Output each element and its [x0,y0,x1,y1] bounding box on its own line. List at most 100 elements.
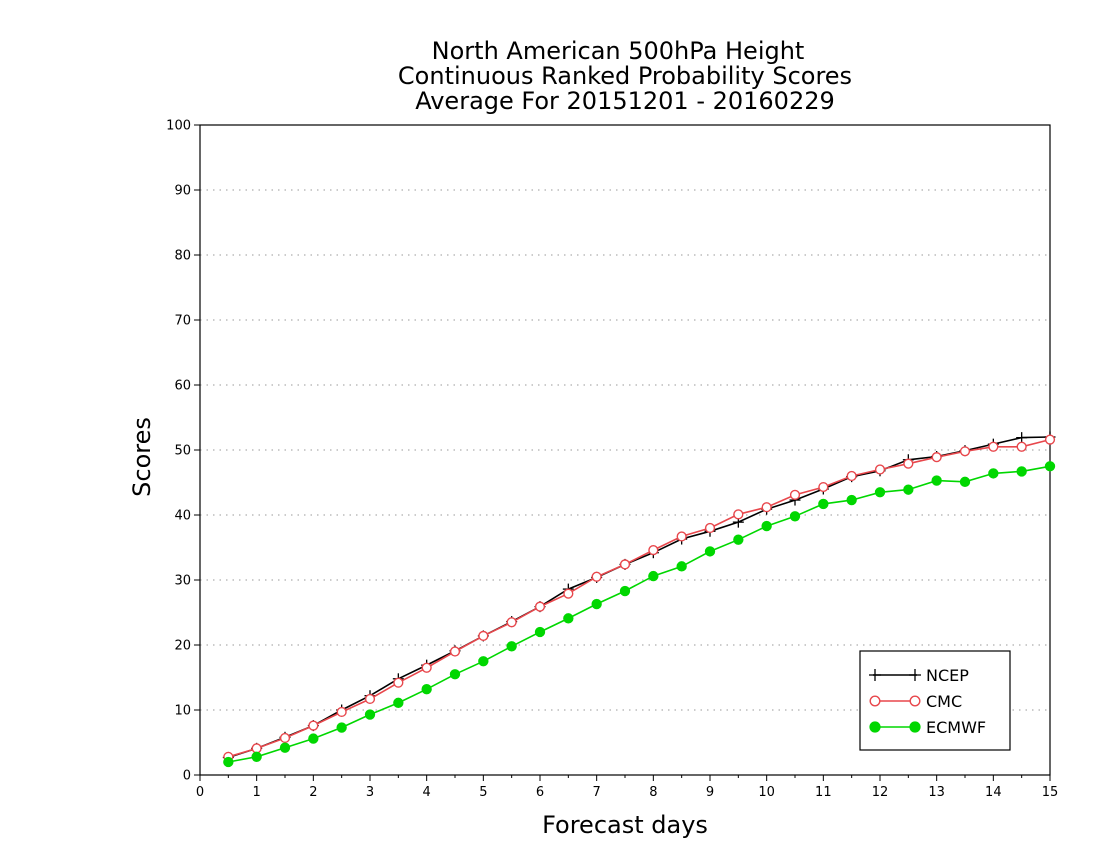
data-point [676,561,687,572]
data-point [449,669,461,680]
data-point [846,494,857,506]
y-tick-label: 80 [174,249,191,264]
x-tick-label: 10 [758,785,775,800]
data-point [506,641,517,652]
y-tick-label: 70 [174,314,191,329]
data-point [421,684,432,695]
series-group [222,431,1056,768]
data-point [761,502,772,513]
data-point [563,588,574,599]
series-ecmwf [223,461,1056,768]
x-axis-label: Forecast days [542,811,708,839]
data-point [591,571,602,582]
legend-label: NCEP [926,666,969,685]
data-point [874,487,886,498]
title-line-2: Continuous Ranked Probability Scores [398,62,852,90]
data-point [869,721,881,733]
data-point [789,511,801,522]
data-point [931,475,942,486]
data-point [308,720,319,731]
data-point [563,613,574,624]
data-point [478,630,489,642]
data-point [874,464,886,475]
data-point [393,697,404,709]
data-point [619,559,631,570]
data-point [988,468,999,479]
legend: NCEP CMC ECMWF [859,650,1011,751]
data-point [733,509,744,520]
data-point [421,662,432,673]
x-tick-label: 5 [479,785,487,800]
data-point [279,742,291,753]
x-tick-label: 6 [536,785,544,800]
data-point [449,646,461,657]
legend-item-ecmwf: ECMWF [869,718,986,737]
x-axis: 0 1 2 3 4 5 6 7 8 9 10 11 12 13 14 15 [196,775,1058,800]
data-point [903,484,914,495]
y-tick-label: 0 [183,769,191,784]
legend-item-ncep: NCEP [869,666,969,685]
data-point [869,695,881,707]
data-point [909,721,921,733]
data-point [1016,432,1028,444]
data-point [846,470,857,482]
y-axis-label: Scores [128,417,156,497]
data-point [869,669,881,681]
data-point [931,452,942,463]
x-tick-label: 1 [253,785,261,800]
x-tick-label: 4 [423,785,431,800]
y-tick-label: 40 [174,509,191,524]
data-point [619,585,631,597]
x-tick-label: 12 [872,785,889,800]
data-point [506,617,517,628]
data-point [534,601,546,612]
x-tick-label: 11 [815,785,832,800]
data-point [733,534,744,545]
grid-lines [200,189,1050,711]
data-point [818,481,829,493]
x-tick-label: 7 [593,785,601,800]
data-point [364,693,376,705]
legend-item-cmc: CMC [869,692,962,711]
data-point [704,546,716,557]
data-point [534,626,546,638]
x-tick-label: 9 [706,785,714,800]
x-tick-label: 8 [649,785,657,800]
x-tick-label: 2 [309,785,317,800]
y-tick-label: 90 [174,184,191,199]
y-tick-label: 10 [174,704,191,719]
data-point [1044,434,1056,445]
data-point [648,544,659,556]
data-point [1044,461,1056,472]
y-tick-label: 20 [174,639,191,654]
data-point [789,489,801,500]
data-point [959,476,971,488]
data-point [279,732,291,744]
data-point [251,751,262,762]
data-point [223,756,234,768]
data-point [761,520,772,532]
x-tick-label: 3 [366,785,374,800]
y-tick-label: 50 [174,444,191,459]
data-point [364,709,376,720]
data-point [308,733,319,744]
data-point [959,446,971,457]
data-point [909,695,921,707]
data-point [818,498,829,510]
data-point [648,570,659,582]
x-tick-label: 15 [1042,785,1059,800]
y-tick-label: 60 [174,379,191,394]
legend-label: CMC [926,692,962,711]
x-tick-label: 14 [985,785,1002,800]
data-point [591,598,602,610]
x-tick-label: 0 [196,785,204,800]
x-tick-label: 13 [928,785,945,800]
data-point [704,522,716,534]
y-tick-label: 30 [174,574,191,589]
y-tick-label: 100 [166,119,191,134]
data-point [1016,466,1027,477]
data-point [393,677,404,688]
data-point [336,722,347,733]
data-point [676,531,687,542]
